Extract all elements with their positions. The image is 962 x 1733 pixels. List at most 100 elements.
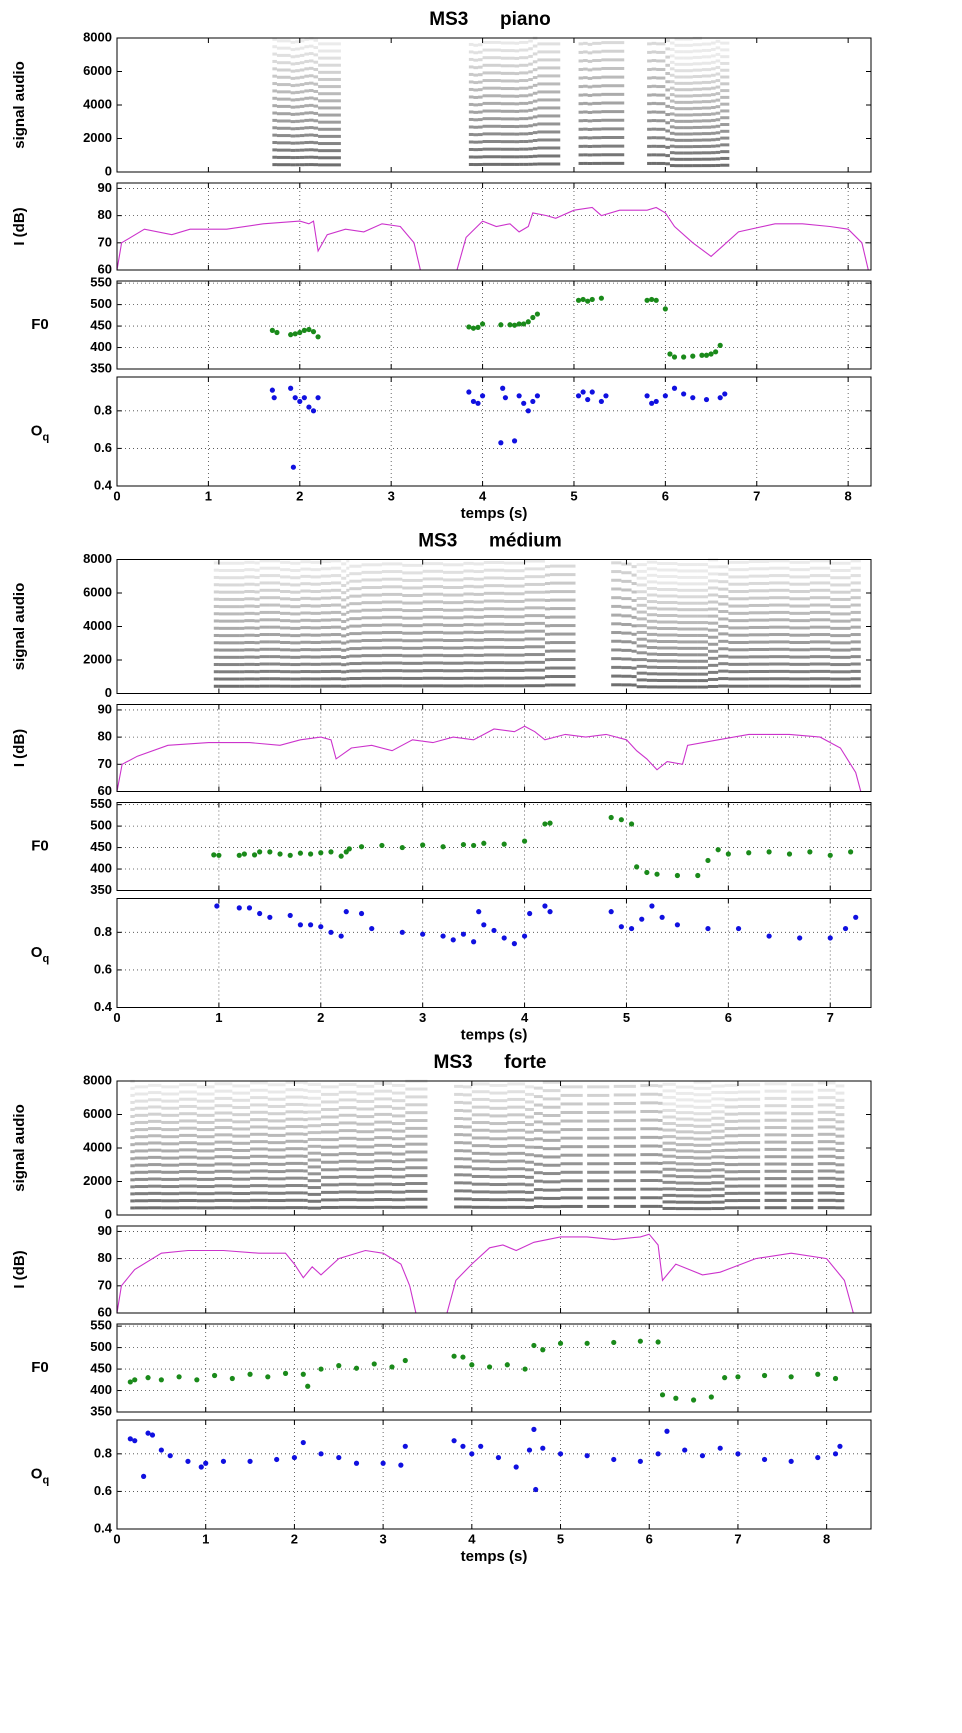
- spectrogram-harmonic: [711, 1194, 725, 1198]
- spectrogram-harmonic: [523, 48, 529, 52]
- spectrogram-harmonic: [560, 1102, 583, 1106]
- spectrogram-harmonic: [402, 661, 423, 665]
- spectrogram-harmonic: [405, 1095, 428, 1099]
- spectrogram-harmonic: [835, 1098, 845, 1102]
- spectrogram-harmonic: [349, 624, 362, 628]
- y-tick-label: 0: [105, 163, 112, 178]
- spectrogram-harmonic: [647, 85, 652, 89]
- spectrogram-harmonic: [728, 633, 749, 637]
- spectrogram-harmonic: [519, 40, 524, 44]
- spectrogram-harmonic: [310, 640, 321, 644]
- spectrogram-harmonic: [295, 76, 300, 80]
- spectrogram-harmonic: [835, 1120, 845, 1124]
- spectrogram-harmonic: [791, 1104, 814, 1108]
- spectrogram-harmonic: [218, 576, 240, 580]
- spectrogram-harmonic: [310, 655, 321, 659]
- spectrogram-harmonic: [830, 626, 851, 630]
- spectrogram-harmonic: [290, 612, 301, 616]
- spectrogram-harmonic: [338, 1182, 357, 1186]
- point: [673, 1395, 679, 1401]
- spectrogram-harmonic: [318, 142, 341, 146]
- spectrogram-harmonic: [338, 1175, 357, 1179]
- spectrogram-harmonic: [560, 1179, 583, 1183]
- y-tick-label: 70: [98, 756, 112, 771]
- spectrogram-harmonic: [338, 1144, 357, 1148]
- point: [832, 1451, 839, 1457]
- spectrogram-harmonic: [542, 1105, 561, 1109]
- spectrogram-harmonic: [361, 608, 382, 612]
- spectrogram-harmonic: [560, 1145, 583, 1149]
- spectrogram-harmonic: [509, 87, 515, 91]
- chart-title: MS3 médium: [418, 531, 562, 552]
- spectrogram-harmonic: [525, 1085, 534, 1089]
- spectrogram-harmonic: [677, 563, 698, 567]
- spectrogram-harmonic: [134, 1128, 149, 1132]
- spectrogram-harmonic: [850, 669, 861, 673]
- spectrogram-harmonic: [587, 1136, 610, 1140]
- spectrogram-harmonic: [528, 116, 533, 120]
- spectrogram-harmonic: [674, 88, 684, 92]
- spectrogram-harmonic: [290, 634, 301, 638]
- spectrogram-harmonic: [218, 634, 240, 638]
- spectrogram-harmonic: [656, 119, 666, 123]
- y-axis-label: I (dB): [11, 207, 28, 245]
- spectrogram-harmonic: [341, 648, 347, 652]
- spectrogram-harmonic: [692, 55, 702, 59]
- spectrogram-harmonic: [528, 108, 533, 112]
- spectrogram-harmonic: [483, 645, 505, 649]
- spectrogram-harmonic: [711, 112, 716, 116]
- point: [127, 1379, 133, 1385]
- spectrogram-harmonic: [310, 670, 321, 674]
- point: [589, 296, 595, 303]
- spectrogram-harmonic: [391, 1160, 406, 1164]
- spectrogram-harmonic: [300, 648, 311, 652]
- spectrogram-harmonic: [791, 1162, 814, 1166]
- spectrogram-harmonic: [611, 561, 622, 565]
- spectrogram-harmonic: [514, 162, 520, 166]
- point: [247, 1458, 253, 1464]
- spectrogram-harmonic: [532, 146, 538, 150]
- spectrogram-harmonic: [300, 567, 311, 571]
- point: [307, 922, 314, 928]
- point: [534, 393, 541, 399]
- spectrogram-harmonic: [621, 614, 632, 618]
- spectrogram-harmonic: [214, 1140, 233, 1144]
- spectrogram-harmonic: [244, 619, 255, 623]
- spectrogram-harmonic: [405, 1189, 428, 1193]
- spectrogram-harmonic: [478, 140, 483, 144]
- spectrogram-harmonic: [523, 132, 529, 136]
- spectrogram-harmonic: [405, 1126, 428, 1130]
- spectrogram-harmonic: [524, 598, 545, 602]
- spectrogram-harmonic: [483, 614, 505, 618]
- spectrogram-harmonic: [550, 624, 576, 628]
- spectrogram-harmonic: [693, 1175, 712, 1179]
- spectrogram-harmonic: [525, 1130, 534, 1134]
- spectrogram-harmonic: [179, 1141, 197, 1145]
- point: [547, 909, 553, 915]
- spectrogram-harmonic: [587, 1145, 610, 1149]
- spectrogram-harmonic: [356, 1198, 375, 1202]
- spectrogram-harmonic: [134, 1149, 149, 1153]
- spectrogram-harmonic: [276, 141, 291, 145]
- spectrogram-harmonic: [850, 603, 861, 607]
- spectrogram-harmonic: [391, 1129, 406, 1133]
- spectrogram-harmonic: [504, 622, 525, 626]
- spectrogram-harmonic: [657, 640, 678, 644]
- x-tick-label: 6: [725, 1010, 732, 1025]
- spectrogram-harmonic: [528, 78, 533, 82]
- spectrogram-harmonic: [473, 118, 479, 122]
- spectrogram-harmonic: [473, 81, 479, 85]
- spectrogram-harmonic: [587, 1179, 610, 1183]
- spectrogram-harmonic: [304, 111, 309, 115]
- point: [479, 393, 486, 399]
- point: [542, 903, 548, 909]
- spectrogram-harmonic: [711, 164, 716, 168]
- y-tick-label: 450: [90, 839, 112, 854]
- x-tick-label: 3: [419, 1010, 426, 1025]
- spectrogram-harmonic: [391, 1167, 406, 1171]
- spectrogram-harmonic: [218, 619, 240, 623]
- spectrogram-harmonic: [356, 1137, 375, 1141]
- spectrogram-harmonic: [482, 86, 501, 90]
- spectrogram-harmonic: [361, 676, 382, 680]
